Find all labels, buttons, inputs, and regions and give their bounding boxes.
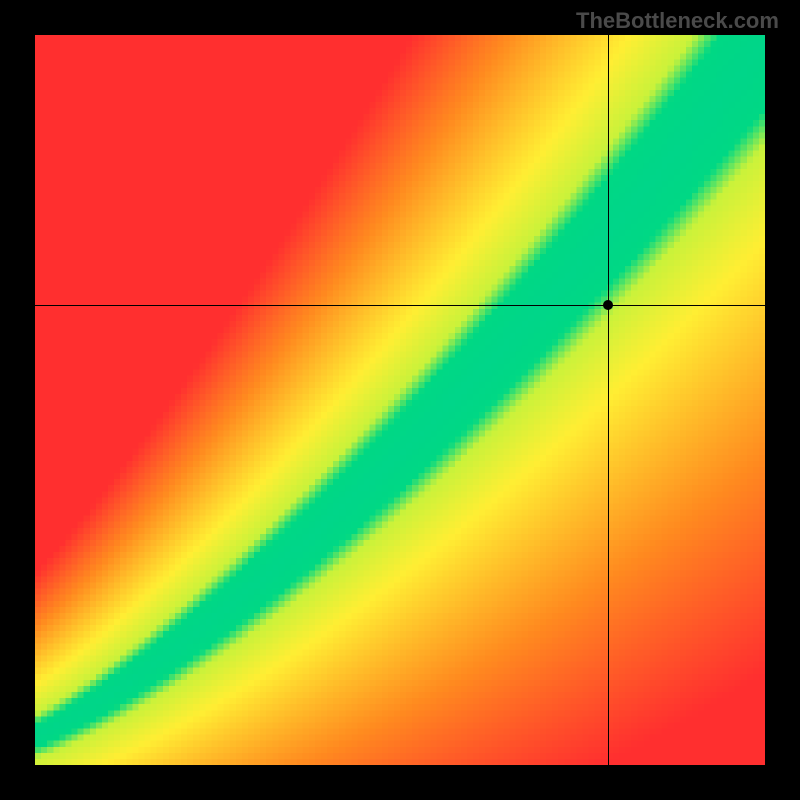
heatmap-canvas xyxy=(35,35,765,765)
crosshair-horizontal xyxy=(35,305,765,306)
watermark-label: TheBottleneck.com xyxy=(576,8,779,34)
heatmap-plot xyxy=(35,35,765,765)
crosshair-vertical xyxy=(608,35,609,765)
